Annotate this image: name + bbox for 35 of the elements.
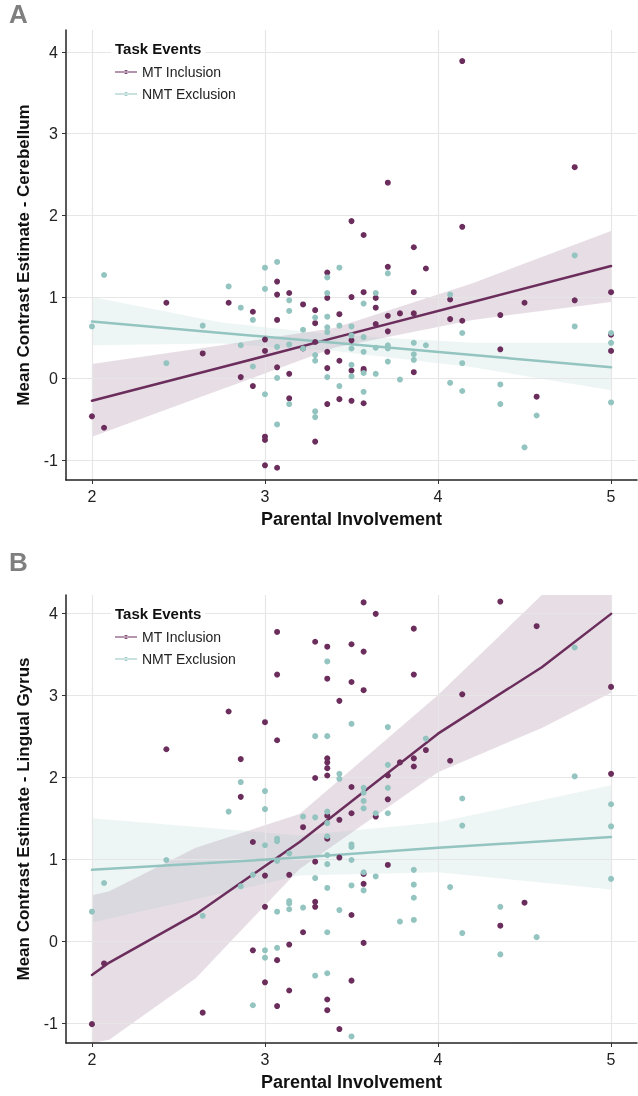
y-tick-label: 1	[49, 288, 59, 306]
legend-label: MT Inclusion	[142, 64, 222, 80]
line-series	[90, 835, 613, 872]
legend-title: Task Events	[115, 605, 202, 622]
y-tick-label: 3	[49, 686, 59, 704]
x-tick-label: 5	[606, 1050, 616, 1068]
y-axis-title: Mean Contrast Estimate - Cerebellum	[14, 104, 33, 406]
legend-label: NMT Exclusion	[142, 651, 236, 667]
x-tick-label: 2	[87, 1050, 97, 1068]
legend-label: MT Inclusion	[142, 629, 222, 645]
y-tick-label: 1	[49, 850, 59, 868]
chart-title: B	[9, 547, 28, 577]
x-tick-label: 4	[433, 1050, 443, 1068]
x-tick-label: 5	[606, 487, 616, 505]
x-tick-label: 4	[433, 487, 443, 505]
y-axis-title: Mean Contrast Estimate - Lingual Gyrus	[14, 657, 33, 981]
line-series	[90, 264, 613, 403]
x-tick-label: 3	[260, 1050, 270, 1068]
y-tick-label: 3	[49, 125, 59, 143]
y-tick-label: 2	[49, 768, 59, 786]
y-tick-label: 4	[49, 604, 59, 622]
y-tick-label: 2	[49, 206, 59, 224]
y-tick-label: 0	[49, 932, 59, 950]
x-tick-label: 3	[260, 487, 270, 505]
legend-title: Task Events	[115, 40, 202, 57]
y-tick-label: 0	[49, 370, 59, 388]
x-axis-title: Parental Involvement	[260, 1072, 443, 1092]
x-tick-label: 2	[87, 487, 97, 505]
x-axis-title: Parental Involvement	[260, 509, 443, 529]
line-series	[90, 320, 613, 369]
y-tick-label: -1	[43, 451, 59, 469]
legend-label: NMT Exclusion	[142, 86, 236, 102]
y-tick-label: -1	[43, 1014, 59, 1032]
y-tick-label: 4	[49, 43, 59, 61]
chart-title: A	[9, 0, 28, 29]
